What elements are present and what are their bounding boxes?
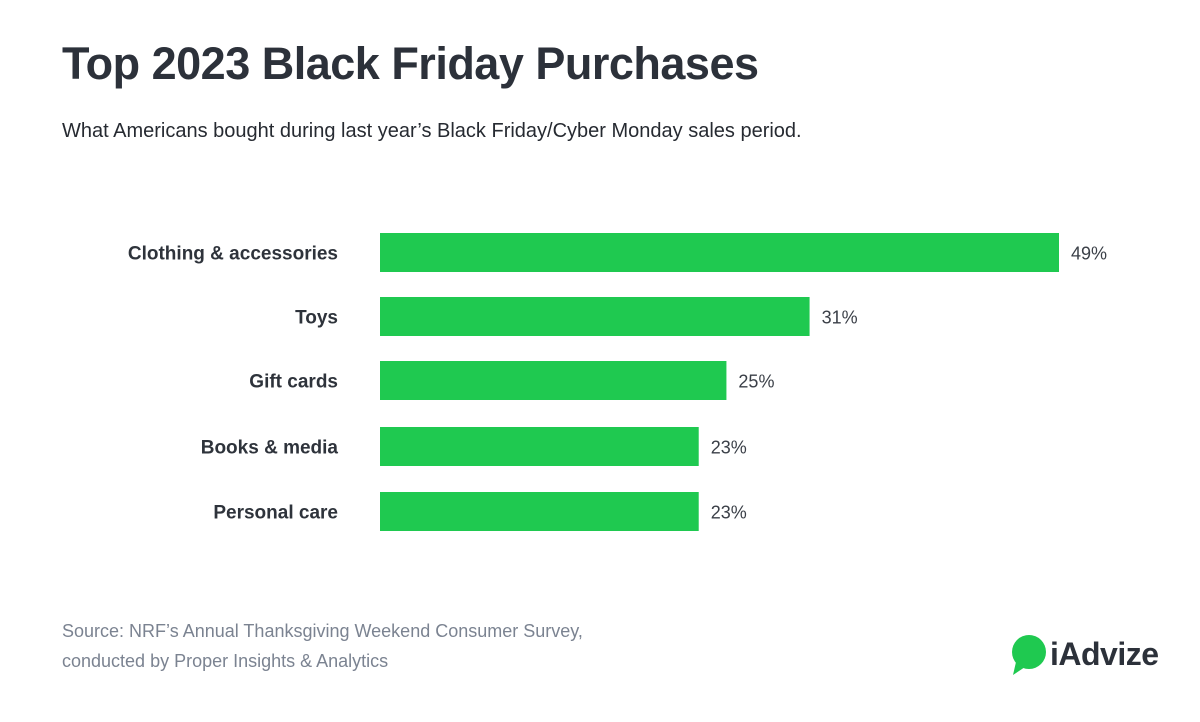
category-label: Personal care <box>213 503 338 524</box>
bar <box>380 297 810 336</box>
value-label: 31% <box>822 308 858 328</box>
bar <box>380 233 1059 272</box>
category-label: Toys <box>295 308 338 329</box>
brand-name: iAdvize <box>1050 636 1159 672</box>
chart-title: Top 2023 Black Friday Purchases <box>62 38 759 89</box>
bar <box>380 427 699 466</box>
bar-chart: Clothing & accessories 49% Toys 31% Gift car… <box>128 233 1107 531</box>
value-label: 49% <box>1071 244 1107 264</box>
value-label: 25% <box>738 372 774 392</box>
category-label: Gift cards <box>249 372 338 393</box>
source-line-2: conducted by Proper Insights & Analytics <box>62 651 389 671</box>
bar <box>380 492 699 531</box>
value-label: 23% <box>711 503 747 523</box>
category-label: Clothing & accessories <box>128 244 338 265</box>
brand-logo: iAdvize <box>1010 632 1170 682</box>
source-note: Source: NRF’s Annual Thanksgiving Weeken… <box>62 616 583 676</box>
source-line-1: Source: NRF’s Annual Thanksgiving Weeken… <box>62 621 583 641</box>
value-label: 23% <box>711 438 747 458</box>
category-label: Books & media <box>201 438 339 459</box>
chart-subtitle: What Americans bought during last year’s… <box>62 120 802 142</box>
speech-bubble-icon <box>1012 635 1046 675</box>
bar <box>380 361 727 400</box>
